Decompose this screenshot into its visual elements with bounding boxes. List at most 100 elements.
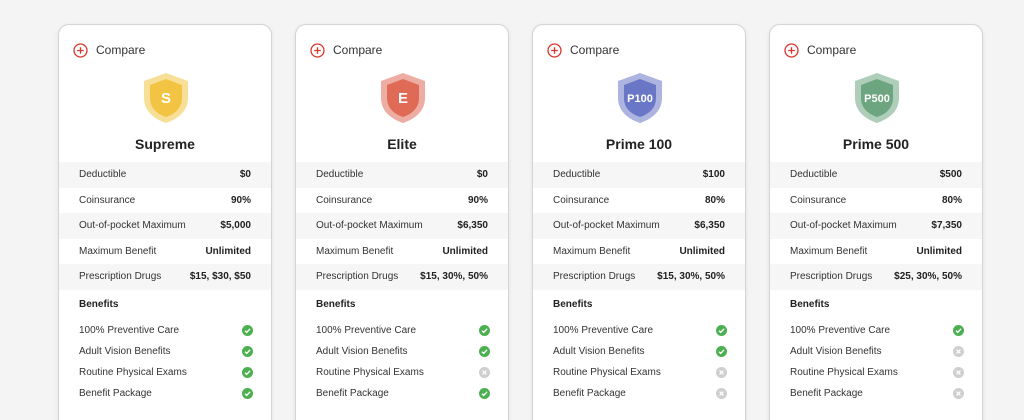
detail-value: $6,350 <box>694 220 725 232</box>
benefit-label: Benefit Package <box>316 388 389 400</box>
benefit-label: Adult Vision Benefits <box>316 345 408 357</box>
detail-label: Coinsurance <box>553 194 610 206</box>
add-icon <box>784 42 799 58</box>
benefits-title: Benefits <box>553 299 593 310</box>
detail-row: Coinsurance 90% <box>59 188 271 214</box>
detail-row: Maximum Benefit Unlimited <box>59 239 271 265</box>
detail-value: $0 <box>239 169 251 181</box>
benefit-label: Adult Vision Benefits <box>79 345 171 357</box>
detail-label: Out-of-pocket Maximum <box>790 220 897 232</box>
detail-value: Unlimited <box>205 245 251 257</box>
detail-label: Coinsurance <box>79 194 136 206</box>
detail-label: Prescription Drugs <box>316 271 399 283</box>
detail-label: Deductible <box>553 169 601 181</box>
plan-name: Prime 100 <box>605 136 673 152</box>
detail-row: Deductible $0 <box>59 162 271 188</box>
benefit-label: Routine Physical Exams <box>790 367 898 379</box>
check-icon <box>242 324 253 336</box>
detail-label: Prescription Drugs <box>79 271 162 283</box>
detail-value: $7,350 <box>931 220 962 232</box>
detail-row: Maximum Benefit Unlimited <box>296 239 508 265</box>
detail-row: Out-of-pocket Maximum $5,000 <box>59 213 271 239</box>
detail-value: 90% <box>467 194 488 206</box>
detail-label: Deductible <box>790 169 838 181</box>
add-icon <box>547 42 562 58</box>
benefit-label: 100% Preventive Care <box>553 324 654 336</box>
benefit-label: 100% Preventive Care <box>79 324 180 336</box>
detail-row: Out-of-pocket Maximum $6,350 <box>296 213 508 239</box>
detail-row: Prescription Drugs $15, 30%, 50% <box>533 264 745 290</box>
detail-value: $15, 30%, 50% <box>420 271 488 283</box>
benefit-row: Routine Physical Exams <box>790 363 964 383</box>
check-icon <box>242 388 253 400</box>
detail-value: Unlimited <box>916 245 962 257</box>
detail-row: Coinsurance 80% <box>770 188 982 214</box>
benefit-row: Benefit Package <box>316 384 490 404</box>
check-icon <box>479 388 490 400</box>
benefit-label: Adult Vision Benefits <box>790 345 882 357</box>
detail-row: Maximum Benefit Unlimited <box>533 239 745 265</box>
plan-card: Compare P100 Prime 100 Deductible $100 Coinsu… <box>532 24 746 420</box>
benefit-label: 100% Preventive Care <box>790 324 891 336</box>
shield-icon: P100 <box>618 73 662 123</box>
cross-icon <box>953 388 964 400</box>
detail-label: Coinsurance <box>316 194 373 206</box>
detail-row: Out-of-pocket Maximum $7,350 <box>770 213 982 239</box>
benefit-row: Adult Vision Benefits <box>790 341 964 361</box>
benefit-row: 100% Preventive Care <box>316 320 490 340</box>
plan-card: Compare S Supreme Deductible $0 Coinsurance 90… <box>58 24 272 420</box>
plan-badge: P100 <box>616 72 664 129</box>
compare-toggle[interactable]: Compare <box>310 41 382 59</box>
plan-badge: E <box>379 72 427 129</box>
detail-label: Prescription Drugs <box>553 271 636 283</box>
detail-value: 90% <box>230 194 251 206</box>
plan-badge: S <box>142 72 190 129</box>
detail-value: 80% <box>704 194 725 206</box>
detail-label: Deductible <box>316 169 364 181</box>
benefit-row: Routine Physical Exams <box>553 363 727 383</box>
compare-toggle[interactable]: Compare <box>784 41 856 59</box>
detail-row: Coinsurance 90% <box>296 188 508 214</box>
shield-icon: E <box>381 73 425 123</box>
benefit-row: Routine Physical Exams <box>316 363 490 383</box>
benefit-row: Adult Vision Benefits <box>79 341 253 361</box>
detail-label: Out-of-pocket Maximum <box>553 220 660 232</box>
badge-text: S <box>161 90 171 107</box>
detail-label: Maximum Benefit <box>790 245 868 257</box>
plan-card: Compare E Elite Deductible $0 Coinsurance 90% O… <box>295 24 509 420</box>
detail-label: Maximum Benefit <box>553 245 631 257</box>
benefit-row: Benefit Package <box>790 384 964 404</box>
detail-value: $25, 30%, 50% <box>894 271 962 283</box>
check-icon <box>479 345 490 357</box>
benefits-title: Benefits <box>316 299 356 310</box>
check-icon <box>479 324 490 336</box>
detail-label: Out-of-pocket Maximum <box>316 220 423 232</box>
benefits-title: Benefits <box>79 299 119 310</box>
detail-row: Deductible $0 <box>296 162 508 188</box>
compare-label: Compare <box>333 43 383 57</box>
cross-icon <box>953 345 964 357</box>
add-icon <box>73 42 88 58</box>
benefit-row: Adult Vision Benefits <box>553 341 727 361</box>
detail-label: Maximum Benefit <box>316 245 394 257</box>
compare-label: Compare <box>570 43 620 57</box>
detail-label: Out-of-pocket Maximum <box>79 220 186 232</box>
detail-label: Deductible <box>79 169 127 181</box>
detail-value: $100 <box>702 169 725 181</box>
detail-value: Unlimited <box>442 245 488 257</box>
detail-row: Deductible $500 <box>770 162 982 188</box>
compare-toggle[interactable]: Compare <box>547 41 619 59</box>
check-icon <box>716 324 727 336</box>
detail-value: $15, 30%, 50% <box>657 271 725 283</box>
detail-row: Deductible $100 <box>533 162 745 188</box>
benefit-label: Benefit Package <box>790 388 863 400</box>
compare-toggle[interactable]: Compare <box>73 41 145 59</box>
detail-label: Maximum Benefit <box>79 245 157 257</box>
detail-value: $6,350 <box>457 220 488 232</box>
check-icon <box>242 345 253 357</box>
detail-label: Prescription Drugs <box>790 271 873 283</box>
benefit-label: Adult Vision Benefits <box>553 345 645 357</box>
detail-label: Coinsurance <box>790 194 847 206</box>
detail-row: Prescription Drugs $15, 30%, 50% <box>296 264 508 290</box>
cross-icon <box>716 388 727 400</box>
